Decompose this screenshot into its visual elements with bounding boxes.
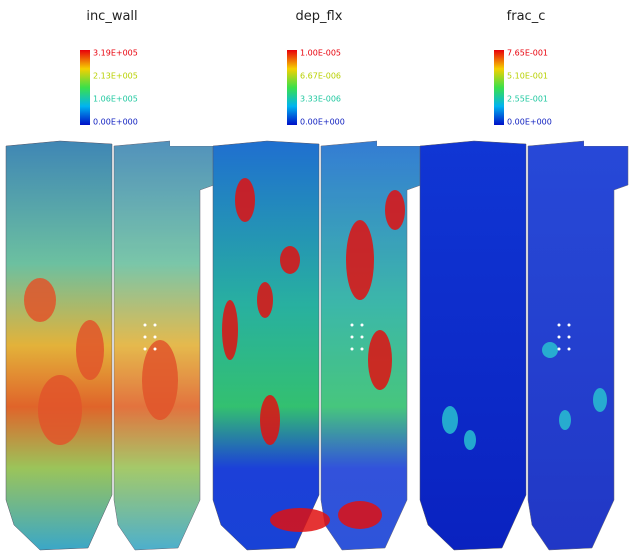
burner-port xyxy=(144,324,147,327)
panel-title: dep_flx xyxy=(296,9,343,24)
colorbar xyxy=(287,50,297,125)
boiler-side xyxy=(528,141,628,550)
burner-port xyxy=(154,336,157,339)
colorbar-label: 2.13E+005 xyxy=(93,72,138,81)
colorbar-label: 7.65E-001 xyxy=(507,49,548,58)
burner-port xyxy=(361,348,364,351)
contour-blob xyxy=(593,388,607,412)
burner-port xyxy=(558,324,561,327)
colorbar-label: 3.33E-006 xyxy=(300,95,341,104)
colorbar-label: 6.67E-006 xyxy=(300,72,341,81)
contour-blob xyxy=(464,430,476,450)
contour-blob xyxy=(385,190,405,230)
panel-title: inc_wall xyxy=(86,9,137,24)
gap xyxy=(170,141,214,146)
burner-port xyxy=(568,336,571,339)
colorbar xyxy=(494,50,504,125)
contour-blob xyxy=(142,340,178,420)
boiler-views xyxy=(213,141,421,550)
boiler-views xyxy=(420,141,628,550)
colorbar-label: 3.19E+005 xyxy=(93,49,138,58)
contour-blob xyxy=(24,278,56,322)
boiler-front xyxy=(420,141,526,550)
burner-port xyxy=(154,348,157,351)
contour-blob xyxy=(270,508,330,532)
boiler-views xyxy=(6,141,214,550)
gap xyxy=(584,141,628,146)
contour-blob xyxy=(338,501,382,529)
burner-port xyxy=(558,336,561,339)
contour-blob xyxy=(38,375,82,445)
burner-port xyxy=(568,348,571,351)
contour-blob xyxy=(260,395,280,445)
contour-blob xyxy=(346,220,374,300)
colorbar-label: 2.55E-001 xyxy=(507,95,548,104)
figure: inc_wall 3.19E+005 2.13E+005 1.06E+005 0.00E… xyxy=(0,0,629,558)
burner-port xyxy=(568,324,571,327)
contour-blob xyxy=(235,178,255,222)
contour-blob xyxy=(257,282,273,318)
burner-port xyxy=(144,336,147,339)
contour-blob xyxy=(76,320,104,380)
burner-port xyxy=(144,348,147,351)
burner-port xyxy=(351,336,354,339)
colorbar-label: 5.10E-001 xyxy=(507,72,548,81)
burner-port xyxy=(361,324,364,327)
contour-blob xyxy=(442,406,458,434)
colorbar-label: 0.00E+000 xyxy=(507,118,552,127)
burner-port xyxy=(351,348,354,351)
contour-blob xyxy=(280,246,300,274)
contour-blob xyxy=(222,300,238,360)
colorbar-label: 0.00E+000 xyxy=(93,118,138,127)
contour-blob xyxy=(368,330,392,390)
burner-port xyxy=(558,348,561,351)
contour-blob xyxy=(542,342,558,358)
burner-port xyxy=(351,324,354,327)
colorbar-label: 1.06E+005 xyxy=(93,95,138,104)
burner-port xyxy=(154,324,157,327)
colorbar-label: 0.00E+000 xyxy=(300,118,345,127)
gap xyxy=(377,141,421,146)
burner-port xyxy=(361,336,364,339)
contour-blob xyxy=(559,410,571,430)
colorbar-label: 1.00E-005 xyxy=(300,49,341,58)
panel-title: frac_c xyxy=(507,9,546,24)
colorbar xyxy=(80,50,90,125)
